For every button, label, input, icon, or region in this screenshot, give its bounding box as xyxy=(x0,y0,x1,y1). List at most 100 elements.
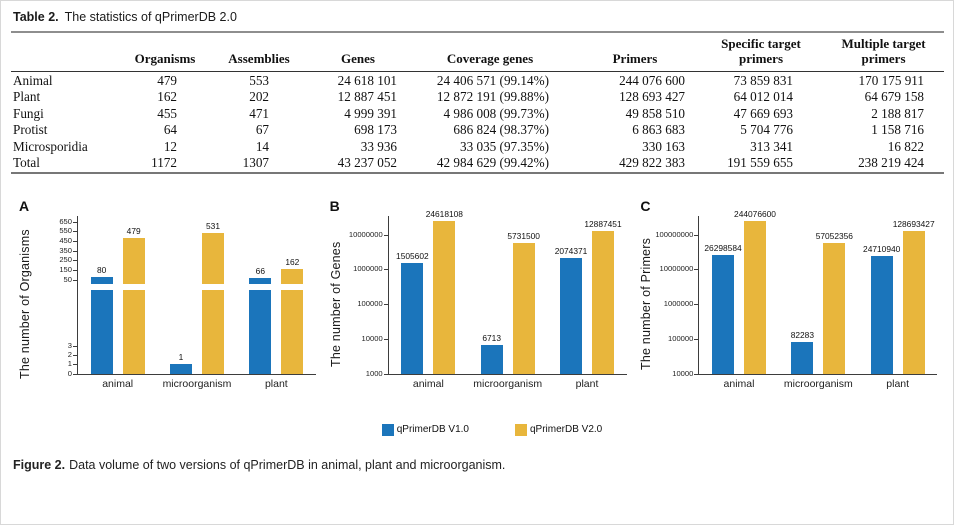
bar-value-label: 128693427 xyxy=(892,218,935,229)
panel-letter-c: C xyxy=(640,197,651,214)
x-axis-label: animal xyxy=(412,377,444,390)
cell-value: 330 163 xyxy=(642,138,685,154)
cell-value: 12 887 451 xyxy=(337,89,397,105)
panel-letter-a: A xyxy=(19,197,30,214)
cell-value: 12 xyxy=(163,138,177,154)
axis-tick xyxy=(73,345,78,347)
chart-legend: qPrimerDB V1.0 qPrimerDB V2.0 xyxy=(31,423,953,436)
figure-caption-text: Data volume of two versions of qPrimerDB… xyxy=(69,457,506,472)
cell-value: 64 012 014 xyxy=(733,89,793,105)
axis-tick xyxy=(73,250,78,252)
chart-panel-a: A The number of Organisms 650 550 450 350 25… xyxy=(15,198,326,410)
bar-value-label: 1505602 xyxy=(396,251,429,262)
cell-value: 553 xyxy=(249,72,269,88)
bar-segment xyxy=(281,268,304,284)
cell-value: 471 xyxy=(249,105,269,121)
x-axis-label: microorganism xyxy=(162,377,232,390)
table-row: Plant 162 202 12 887 451 12 872 191 (99.88%)… xyxy=(11,89,944,106)
bar-value-label: 531 xyxy=(206,221,220,232)
bar-value-label: 24618108 xyxy=(425,208,463,219)
axis-tick-label: 100000000 xyxy=(655,229,694,239)
cell-value: 170 175 911 xyxy=(858,72,924,88)
row-name: Microsporidia xyxy=(13,138,88,154)
cell-value: 33 936 xyxy=(360,138,397,154)
cell-value: 698 173 xyxy=(354,122,397,138)
axis-tick-label: 1000000 xyxy=(663,299,694,309)
column-header-6: Specific target primers xyxy=(721,36,801,66)
axis-tick xyxy=(73,260,78,262)
axis-tick xyxy=(73,354,78,356)
axis-tick-label: 50 xyxy=(63,274,72,284)
axis-tick-label: 1000 xyxy=(365,368,383,378)
bar-value-label: 57052356 xyxy=(815,231,853,242)
x-axis-label: plant xyxy=(264,377,288,390)
bar-segment xyxy=(249,289,272,374)
bar-segment xyxy=(592,230,614,374)
row-name: Total xyxy=(13,155,40,171)
cell-value: 6 863 683 xyxy=(632,122,685,138)
bar-segment xyxy=(202,289,224,374)
cell-value: 42 984 629 (99.42%) xyxy=(436,155,549,171)
axis-tick xyxy=(383,304,389,306)
chart-panel-c: C The number of Primers 10000 100000 10000… xyxy=(636,198,947,410)
bar-segment xyxy=(712,254,734,374)
table-row: Animal 479 553 24 618 101 24 406 571 (99.14%… xyxy=(11,72,944,89)
axis-tick-label: 10000000 xyxy=(659,264,694,274)
stats-table-header: Organisms Assemblies Genes Coverage genes Pr… xyxy=(11,32,944,72)
bar-segment xyxy=(870,255,893,374)
cell-value: 1 158 716 xyxy=(871,122,924,138)
plot-area-a: 650 550 450 350 250 150 50 3 2 1 0 80 479 1 531 66 162 an… xyxy=(59,215,316,390)
column-header-5: Primers xyxy=(612,50,658,66)
bar-segment xyxy=(512,242,535,374)
bar-value-label: 2074371 xyxy=(554,246,588,257)
table-row: Microsporidia 12 14 33 936 33 035 (97.35%) 33… xyxy=(11,138,944,155)
axis-tick-label: 450 xyxy=(59,235,72,245)
axis-tick xyxy=(73,221,78,223)
legend-item: qPrimerDB V1.0 xyxy=(381,423,469,436)
bar-segment xyxy=(281,289,304,374)
x-axis-label: animal xyxy=(723,377,755,390)
axis-tick-label: 10000 xyxy=(361,333,383,343)
cell-value: 238 219 424 xyxy=(858,155,924,171)
x-axis-label: plant xyxy=(575,377,599,390)
bar-value-label: 82283 xyxy=(790,329,814,340)
cell-value: 479 xyxy=(157,72,177,88)
cell-value: 1172 xyxy=(151,155,177,171)
bar-segment xyxy=(433,220,456,374)
column-header-2: Assemblies xyxy=(228,50,290,66)
axis-tick xyxy=(694,304,700,306)
bar-segment xyxy=(791,341,814,374)
axis-tick xyxy=(73,364,78,366)
column-header-4: Coverage genes xyxy=(446,50,534,66)
axis-tick xyxy=(73,279,78,281)
x-axis-label: animal xyxy=(102,377,134,390)
cell-value: 49 858 510 xyxy=(625,105,685,121)
cell-value: 14 xyxy=(255,138,269,154)
bar-segment xyxy=(480,344,503,374)
cell-value: 33 035 (97.35%) xyxy=(459,138,549,154)
cell-value: 4 999 391 xyxy=(344,105,397,121)
panel-letter-b: B xyxy=(329,197,340,214)
axis-tick-label: 350 xyxy=(59,245,72,255)
bar-value-label: 24710940 xyxy=(863,243,901,254)
row-name: Plant xyxy=(13,89,41,105)
row-name: Protist xyxy=(13,122,48,138)
axis-tick xyxy=(73,240,78,242)
plot-area-c: 10000 100000 1000000 10000000 100000000 26298… xyxy=(655,210,938,390)
figure-label: Figure 2. xyxy=(13,457,66,472)
cell-value: 686 824 (98.37%) xyxy=(453,122,549,138)
table-row: Fungi 455 471 4 999 391 4 986 008 (99.73%) 49… xyxy=(11,105,944,122)
column-header-7: Multiple target primers xyxy=(841,36,926,66)
legend-swatch xyxy=(381,423,394,436)
cell-value: 128 693 427 xyxy=(619,89,685,105)
cell-value: 429 822 383 xyxy=(619,155,685,171)
cell-value: 24 406 571 (99.14%) xyxy=(436,72,549,88)
bar-segment xyxy=(249,278,272,284)
cell-value: 24 618 101 xyxy=(337,72,397,88)
axis-tick-label: 1 xyxy=(67,359,72,369)
x-axis-label: microorganism xyxy=(473,377,543,390)
plot-area-b: 1000 10000 100000 1000000 10000000 1505602 246… xyxy=(349,210,627,390)
cell-value: 16 822 xyxy=(887,138,924,154)
bar-value-label: 1 xyxy=(178,352,184,363)
